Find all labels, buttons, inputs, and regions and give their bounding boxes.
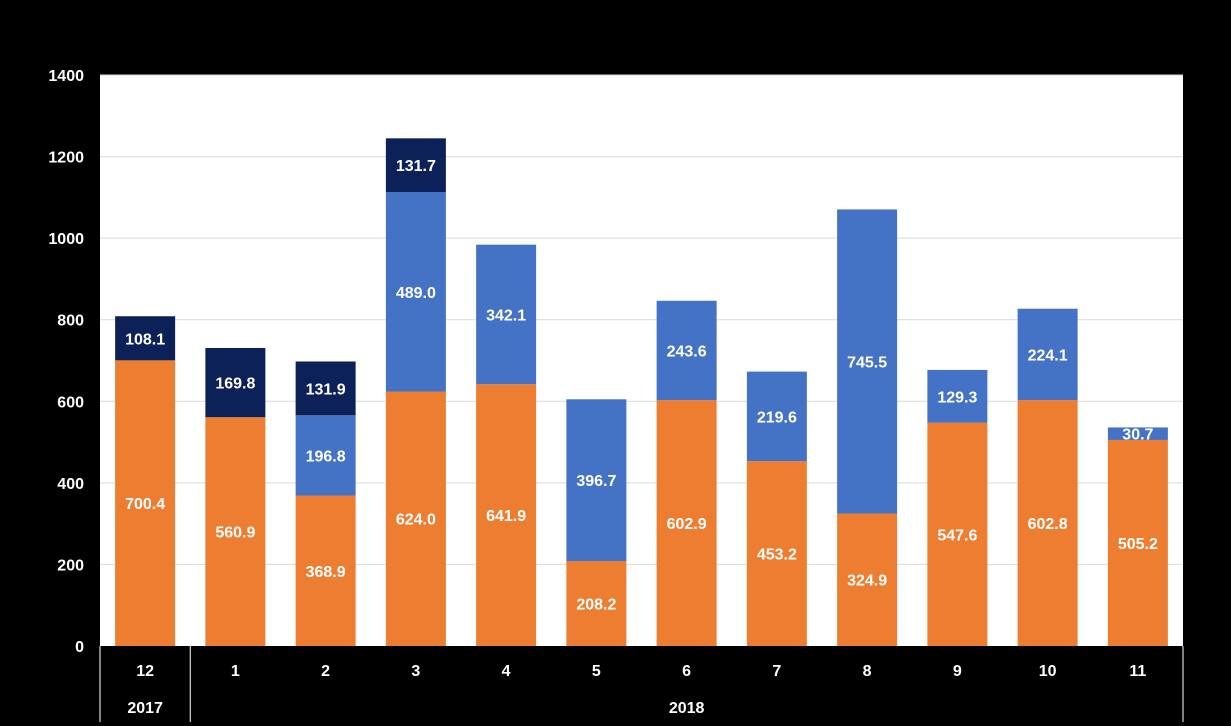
- bar-segment: [656, 400, 717, 646]
- x-group-label: 2018: [669, 700, 705, 717]
- bar-segment: [476, 244, 537, 385]
- bar-segment: [295, 415, 356, 496]
- data-label: 108.1: [125, 331, 165, 348]
- data-label: 560.9: [215, 525, 255, 542]
- y-tick-label: 600: [57, 394, 84, 411]
- data-label: 129.3: [937, 389, 977, 406]
- bar-segment: [295, 495, 356, 646]
- bar-segment: [746, 461, 807, 646]
- x-tick-label: 3: [411, 663, 420, 680]
- data-label: 224.1: [1028, 347, 1068, 364]
- data-label: 700.4: [125, 496, 165, 513]
- data-label: 396.7: [576, 473, 616, 490]
- x-tick-label: 6: [682, 663, 691, 680]
- data-label: 641.9: [486, 508, 526, 525]
- bar-segment: [837, 209, 898, 514]
- data-labels: 700.4 108.1 560.9 169.8 368.9 196.8 131.9 624.0…: [125, 158, 1158, 613]
- bar-segment: [385, 192, 446, 392]
- x-tick-label: 11: [1129, 663, 1146, 680]
- data-label: 624.0: [396, 512, 436, 529]
- x-tick-label: 4: [502, 663, 511, 680]
- y-tick-label: 1400: [48, 68, 84, 85]
- bar-segment: [295, 361, 356, 416]
- data-label: 505.2: [1118, 536, 1158, 553]
- bar-segment: [566, 399, 627, 562]
- bar-segment: [385, 138, 446, 193]
- data-label: 342.1: [486, 307, 526, 324]
- bar-segment: [837, 513, 898, 646]
- bar-segment: [205, 417, 266, 646]
- x-tick-label: 8: [863, 663, 872, 680]
- data-label: 219.6: [757, 409, 797, 426]
- bar-segment: [115, 316, 176, 361]
- x-tick-label: 9: [953, 663, 962, 680]
- x-group-label: 2017: [127, 700, 163, 717]
- bar-segment: [476, 384, 537, 646]
- data-label: 547.6: [937, 527, 977, 544]
- data-label: 602.8: [1028, 516, 1068, 533]
- bar-segment: [385, 391, 446, 646]
- data-label: 453.2: [757, 547, 797, 564]
- data-label: 602.9: [667, 516, 707, 533]
- data-label: 489.0: [396, 285, 436, 302]
- plot-area: [100, 75, 1183, 646]
- bar-segment: [115, 360, 176, 646]
- x-tick-label: 10: [1039, 663, 1057, 680]
- data-label: 131.7: [396, 158, 436, 175]
- bar-segment: [746, 371, 807, 462]
- data-label: 324.9: [847, 573, 887, 590]
- bars: [115, 138, 1168, 646]
- gridlines: [100, 74, 1183, 565]
- data-label: 368.9: [306, 564, 346, 581]
- bar-segment: [1107, 427, 1168, 440]
- data-label: 208.2: [576, 597, 616, 614]
- y-tick-label: 0: [75, 639, 84, 656]
- x-tick-label: 1: [231, 663, 240, 680]
- bar-segment: [927, 422, 988, 646]
- data-label: 30.7: [1122, 427, 1153, 444]
- bar-segment: [1107, 439, 1168, 646]
- data-label: 243.6: [667, 343, 707, 360]
- x-tick-label: 7: [772, 663, 781, 680]
- bar-segment: [1017, 308, 1078, 401]
- bar-segment: [1017, 400, 1078, 646]
- bar-segment: [205, 347, 266, 418]
- data-label: 169.8: [215, 376, 255, 393]
- data-label: 745.5: [847, 354, 887, 371]
- bar-segment: [927, 369, 988, 423]
- y-tick-label: 800: [57, 313, 84, 330]
- bar-segment: [566, 561, 627, 646]
- y-tick-label: 400: [57, 476, 84, 493]
- data-label: 196.8: [306, 448, 346, 465]
- x-tick-label: 12: [136, 663, 154, 680]
- y-tick-label: 200: [57, 557, 84, 574]
- data-label: 131.9: [306, 381, 346, 398]
- y-tick-label: 1000: [48, 231, 84, 248]
- x-tick-label: 2: [321, 663, 330, 680]
- y-axis-tick-labels: 0 200 400 600 800 1000 1200 1400: [48, 68, 84, 656]
- bar-segment: [656, 300, 717, 401]
- x-tick-label: 5: [592, 663, 601, 680]
- y-tick-label: 1200: [48, 150, 84, 167]
